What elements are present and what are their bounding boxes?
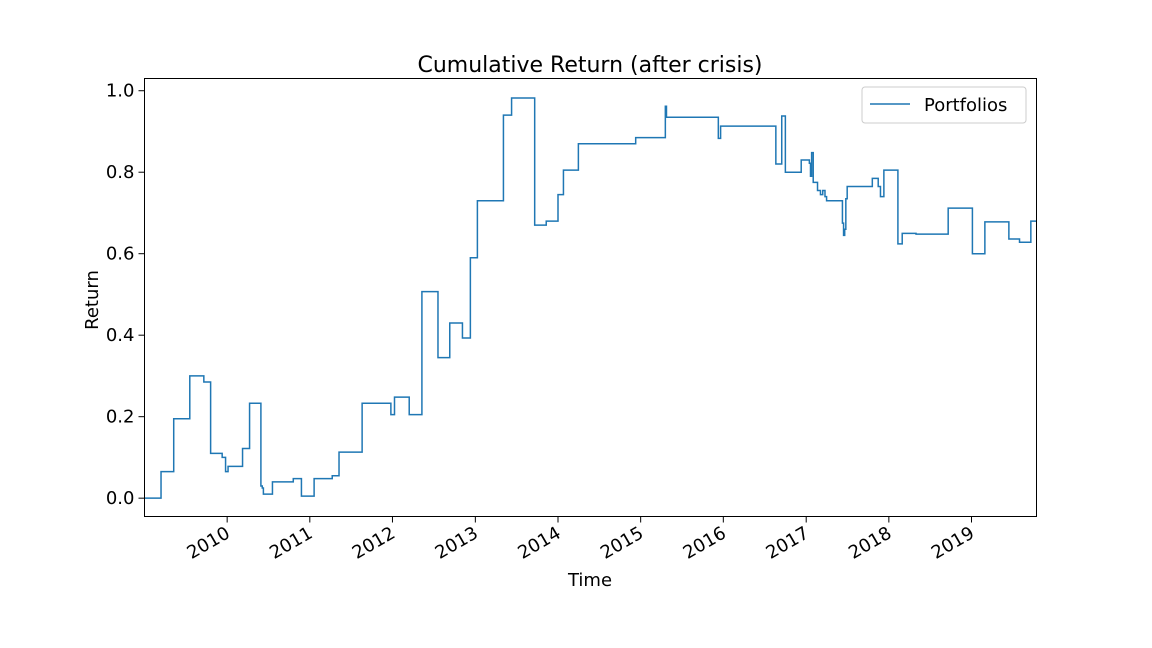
- chart-title: Cumulative Return (after crisis): [417, 53, 762, 78]
- y-tick-label: 0.6: [106, 244, 135, 265]
- y-tick-label: 0.8: [106, 162, 135, 183]
- legend: Portfolios: [861, 86, 1027, 124]
- legend-label: Portfolios: [924, 95, 1007, 116]
- y-axis-label: Return: [82, 270, 103, 330]
- series-line: [144, 97, 1037, 499]
- plot-area: [144, 97, 1037, 499]
- legend-box: [861, 86, 1027, 124]
- y-tick-label: 0.2: [106, 407, 135, 428]
- x-axis-label: Time: [567, 570, 612, 591]
- y-axis: 0.0 0.2 0.4 0.6 0.8 1.0: [106, 81, 145, 509]
- y-tick-label: 0.4: [106, 325, 135, 346]
- y-tick-label: 1.0: [106, 81, 135, 102]
- plot-frame: [144, 78, 1037, 517]
- y-tick-label: 0.0: [106, 488, 135, 509]
